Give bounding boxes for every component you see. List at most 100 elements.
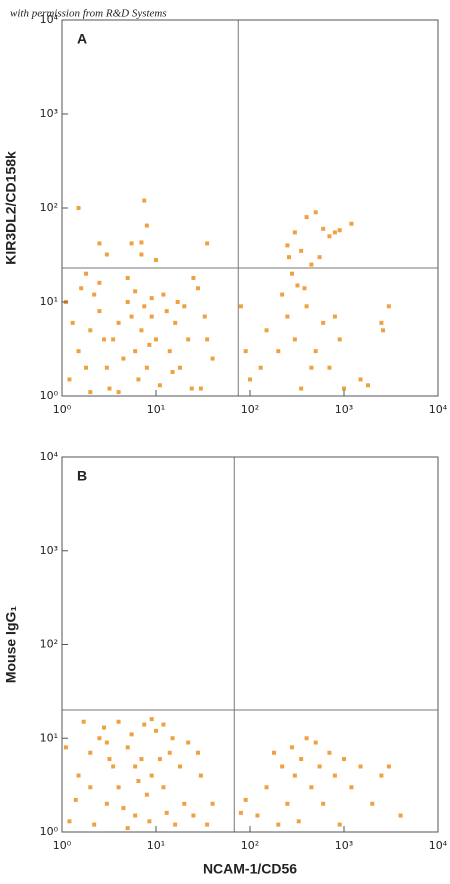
data-point [313,740,318,745]
data-point [191,813,196,818]
data-point [358,377,363,382]
data-point [349,221,354,226]
data-point [321,320,326,325]
data-point [271,750,276,755]
data-point [97,241,102,246]
data-point [327,365,332,370]
data-point [142,304,147,309]
data-point [198,386,203,391]
data-point [243,797,248,802]
data-point [309,785,314,790]
data-point [238,810,243,815]
data-point [205,822,210,827]
data-point [290,745,295,750]
data-point [210,356,215,361]
data-point [264,785,269,790]
data-point [313,349,318,354]
data-point [304,215,309,220]
data-point [365,383,370,388]
data-point [147,819,152,824]
y-tick-label: 10⁰ [40,825,59,838]
data-point [88,785,93,790]
data-point [157,757,162,762]
data-point [139,240,144,245]
data-point [116,785,121,790]
data-point [264,328,269,333]
data-point [287,255,292,260]
data-point [243,349,248,354]
data-point [125,276,130,281]
data-point [67,377,72,382]
data-point [107,386,112,391]
data-point [139,328,144,333]
data-point [149,773,154,778]
data-point [129,732,134,737]
x-tick-label: 10³ [335,403,353,416]
data-point [70,320,75,325]
data-point [133,349,138,354]
data-point [167,750,172,755]
data-point [370,801,375,806]
data-point [154,337,158,342]
data-point [125,826,130,831]
data-point [81,719,86,724]
data-point [248,377,252,382]
data-point [129,241,134,246]
data-point [321,226,326,231]
data-point [379,773,384,778]
data-point [104,740,109,745]
data-point [133,764,138,769]
data-point [144,223,149,228]
data-point [88,390,93,395]
data-point [144,792,149,797]
watermark: with permission from R&D Systems [10,8,167,20]
data-point [317,764,322,769]
panel-label: A [77,31,87,47]
data-point [76,206,81,210]
data-point [102,337,107,342]
data-point [258,365,263,370]
data-point [337,822,342,827]
data-point [164,810,169,815]
data-point [292,773,297,778]
y-tick-label: 10⁴ [40,13,59,26]
data-point [349,785,354,790]
data-point [304,736,309,741]
x-tick-label: 10⁴ [429,403,448,416]
data-point [73,797,78,802]
data-point [189,386,194,391]
data-point [154,257,158,262]
x-tick-label: 10² [241,403,259,416]
data-point [170,736,175,741]
data-point [121,806,126,811]
x-tick-label: 10⁰ [53,839,72,852]
data-point [317,255,322,260]
data-point [386,764,391,769]
data-point [173,822,178,827]
data-point [175,300,180,304]
y-tick-label: 10¹ [40,731,58,744]
data-point [149,314,154,319]
data-point [167,349,172,354]
data-point [92,822,97,827]
data-point [63,745,68,750]
data-point [205,241,210,246]
data-point [88,750,93,755]
data-point [332,230,337,235]
data-point [97,736,102,741]
data-point [295,283,300,288]
data-point [79,286,84,291]
data-point [147,342,152,347]
data-point [196,750,201,755]
x-axis-label: NCAM-1/CD56 [203,861,297,877]
data-point [83,271,88,276]
data-point [125,300,130,304]
data-point [276,349,281,354]
data-point [136,778,141,783]
data-point [111,337,116,342]
data-point [296,819,301,824]
data-point [161,722,166,727]
data-point [292,337,297,342]
data-point [133,289,138,294]
x-tick-label: 10⁴ [429,839,448,852]
